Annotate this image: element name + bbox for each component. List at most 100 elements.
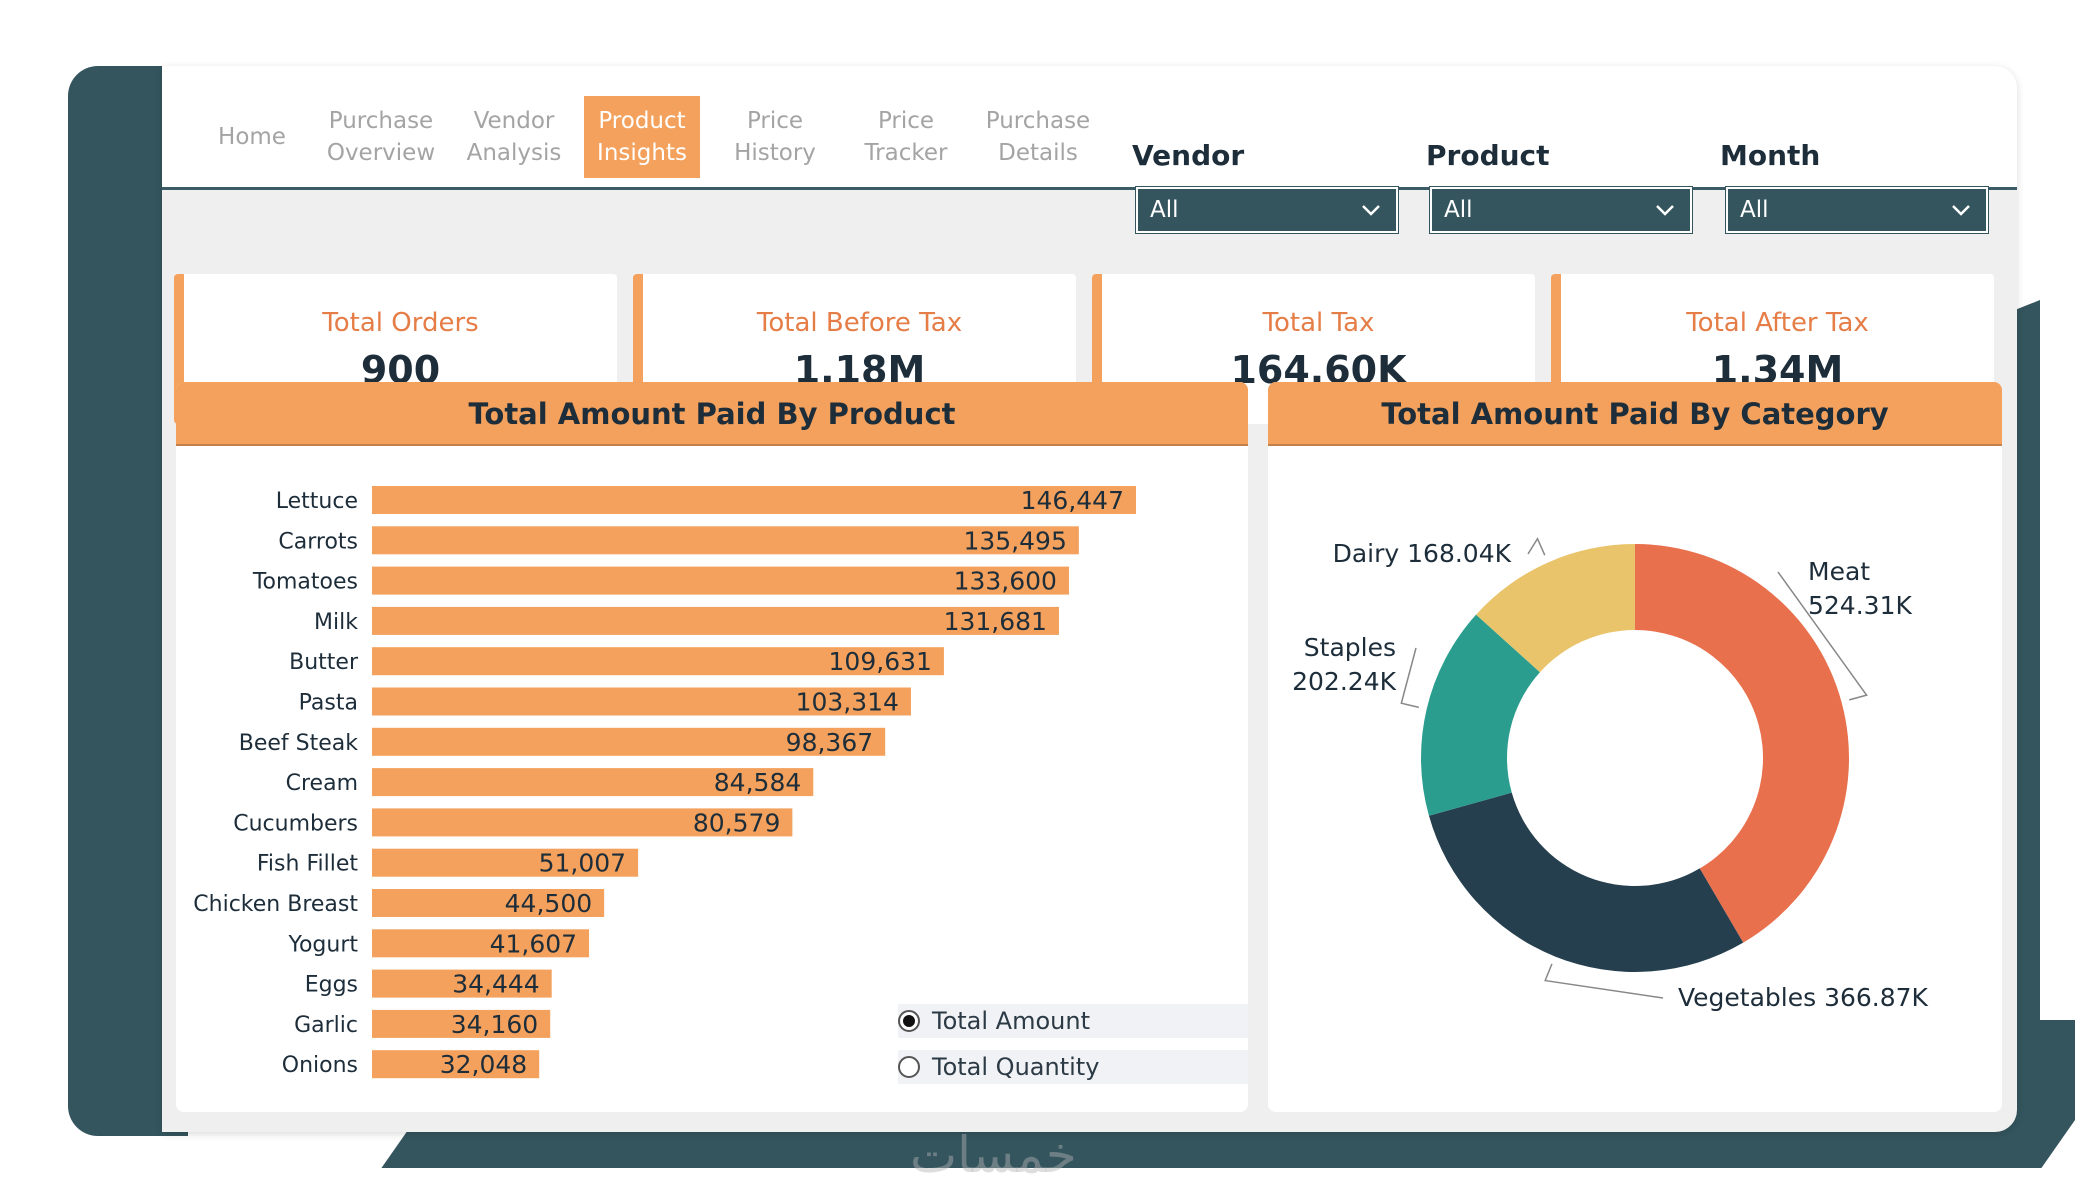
product-filter-label: Product (1426, 139, 1550, 172)
bar-data-label: 109,631 (829, 647, 932, 676)
chevron-down-icon (1656, 205, 1674, 216)
bar-data-label: 98,367 (786, 728, 873, 757)
bar-data-label: 51,007 (539, 849, 626, 878)
toggle-total-amount-label: Total Amount (932, 1007, 1090, 1035)
nav-label-line1: Price (746, 108, 804, 134)
bar-category-label: Lettuce (276, 489, 358, 514)
kpi-title: Total Before Tax (756, 308, 963, 338)
bar (372, 808, 793, 837)
bar (372, 1050, 540, 1079)
bar-category-label: Cream (286, 771, 358, 796)
category-donut-chart: Meat 524.31K Vegetables 366.87K Staples 202.… (1292, 537, 1929, 1012)
donut-data-label: Vegetables 366.87K (1678, 983, 1929, 1012)
bar-category-label: Eggs (305, 973, 358, 998)
bar-category-label: Garlic (294, 1013, 358, 1038)
nav-label-line2: Analysis (466, 140, 562, 166)
report-panel: Home Purchase Overview Vendor Analysis Pro… (162, 66, 2017, 1132)
donut-leader-line (1544, 963, 1664, 999)
product-filter-value: All (1444, 197, 1473, 223)
nav-label-line1: Product (598, 108, 686, 134)
radio-unselected-icon[interactable] (898, 1056, 920, 1078)
nav-label-line1: Purchase (985, 108, 1091, 134)
vendor-filter-select[interactable]: All (1135, 186, 1399, 234)
donut-data-label: Meat (1808, 557, 1870, 586)
vendor-filter-label: Vendor (1132, 139, 1245, 172)
nav-label-line1: Vendor (473, 108, 555, 134)
nav-purchase-overview[interactable]: Purchase Overview (323, 96, 439, 178)
donut-data-label: 524.31K (1808, 591, 1912, 620)
bar-data-label: 135,495 (963, 526, 1066, 555)
bar (372, 768, 814, 797)
nav-home[interactable]: Home (194, 96, 310, 178)
nav-vendor-analysis[interactable]: Vendor Analysis (456, 96, 572, 178)
donut-data-label: 202.24K (1292, 667, 1396, 696)
bar-data-label: 34,160 (451, 1010, 538, 1039)
nav-label-line1: Price (877, 108, 935, 134)
bar-data-label: 131,681 (944, 607, 1047, 636)
bar-category-label: Fish Fillet (257, 852, 358, 877)
bar (372, 848, 639, 877)
bar (372, 606, 1059, 635)
product-amount-chart-card: Total Amount Paid By Product Lettuce 146,… (176, 382, 1248, 1112)
bar-category-label: Beef Steak (239, 731, 359, 756)
bar-category-label: Tomatoes (252, 570, 358, 595)
bar-data-label: 41,607 (490, 929, 577, 958)
bar (372, 647, 944, 676)
month-filter-value: All (1740, 197, 1769, 223)
bar-data-label: 80,579 (693, 808, 780, 837)
bar (372, 727, 886, 756)
bar-category-label: Carrots (278, 529, 358, 554)
donut-slice-staples (1421, 614, 1540, 816)
donut-data-label: Staples (1304, 633, 1396, 662)
nav-label-line2: History (734, 140, 816, 166)
bar (372, 1009, 551, 1038)
bottom-whitespace (0, 1168, 2075, 1200)
toggle-total-quantity-label: Total Quantity (932, 1053, 1100, 1081)
bar (372, 526, 1079, 555)
toggle-total-quantity[interactable]: Total Quantity (898, 1050, 1248, 1084)
kpi-title: Total After Tax (1686, 308, 1869, 338)
nav-label-line2: Details (998, 140, 1078, 166)
bar-data-label: 34,444 (452, 970, 539, 999)
nav-product-insights[interactable]: Product Insights (584, 96, 700, 178)
nav-purchase-details[interactable]: Purchase Details (980, 96, 1096, 178)
bar-data-label: 133,600 (954, 567, 1057, 596)
nav-price-history[interactable]: Price History (717, 96, 833, 178)
bar (372, 929, 590, 958)
nav-label-line2: Insights (597, 140, 687, 166)
bar (372, 969, 552, 998)
product-chart-title: Total Amount Paid By Product (176, 382, 1248, 446)
nav-home-label: Home (218, 124, 286, 150)
toggle-total-amount[interactable]: Total Amount (898, 1004, 1248, 1038)
watermark-text: خمسات (910, 1126, 1077, 1184)
nav-label-line2: Tracker (864, 140, 948, 166)
chevron-down-icon (1952, 205, 1970, 216)
vendor-filter-value: All (1150, 197, 1179, 223)
product-filter-select[interactable]: All (1429, 186, 1693, 234)
donut-data-label: Dairy 168.04K (1333, 539, 1512, 568)
donut-leader-line (1527, 537, 1546, 556)
nav-label-line1: Purchase (328, 108, 434, 134)
bar-data-label: 84,584 (714, 768, 801, 797)
bar-data-label: 146,447 (1021, 486, 1124, 515)
nav-price-tracker[interactable]: Price Tracker (848, 96, 964, 178)
bar (372, 889, 605, 917)
bar-category-label: Chicken Breast (193, 892, 358, 917)
bar-category-label: Pasta (299, 691, 358, 716)
bar-category-label: Butter (289, 650, 359, 675)
product-bar-chart: Lettuce 146,447 Carrots 135,495 Tomatoes 133,… (193, 486, 1136, 1079)
bar-data-label: 44,500 (505, 889, 592, 918)
bar-data-label: 103,314 (796, 688, 899, 717)
kpi-title: Total Orders (322, 308, 479, 338)
donut-slice-meat (1635, 544, 1849, 943)
bar-data-label: 32,048 (440, 1050, 527, 1079)
chevron-down-icon (1362, 205, 1380, 216)
kpi-title: Total Tax (1262, 308, 1375, 338)
month-filter-select[interactable]: All (1725, 186, 1989, 234)
radio-selected-icon[interactable] (898, 1010, 920, 1032)
bar-category-label: Onions (282, 1053, 358, 1078)
header-bar: Home Purchase Overview Vendor Analysis Pro… (162, 66, 2017, 234)
donut-leader-line (1400, 647, 1420, 709)
donut-slice-vegetables (1428, 792, 1744, 972)
